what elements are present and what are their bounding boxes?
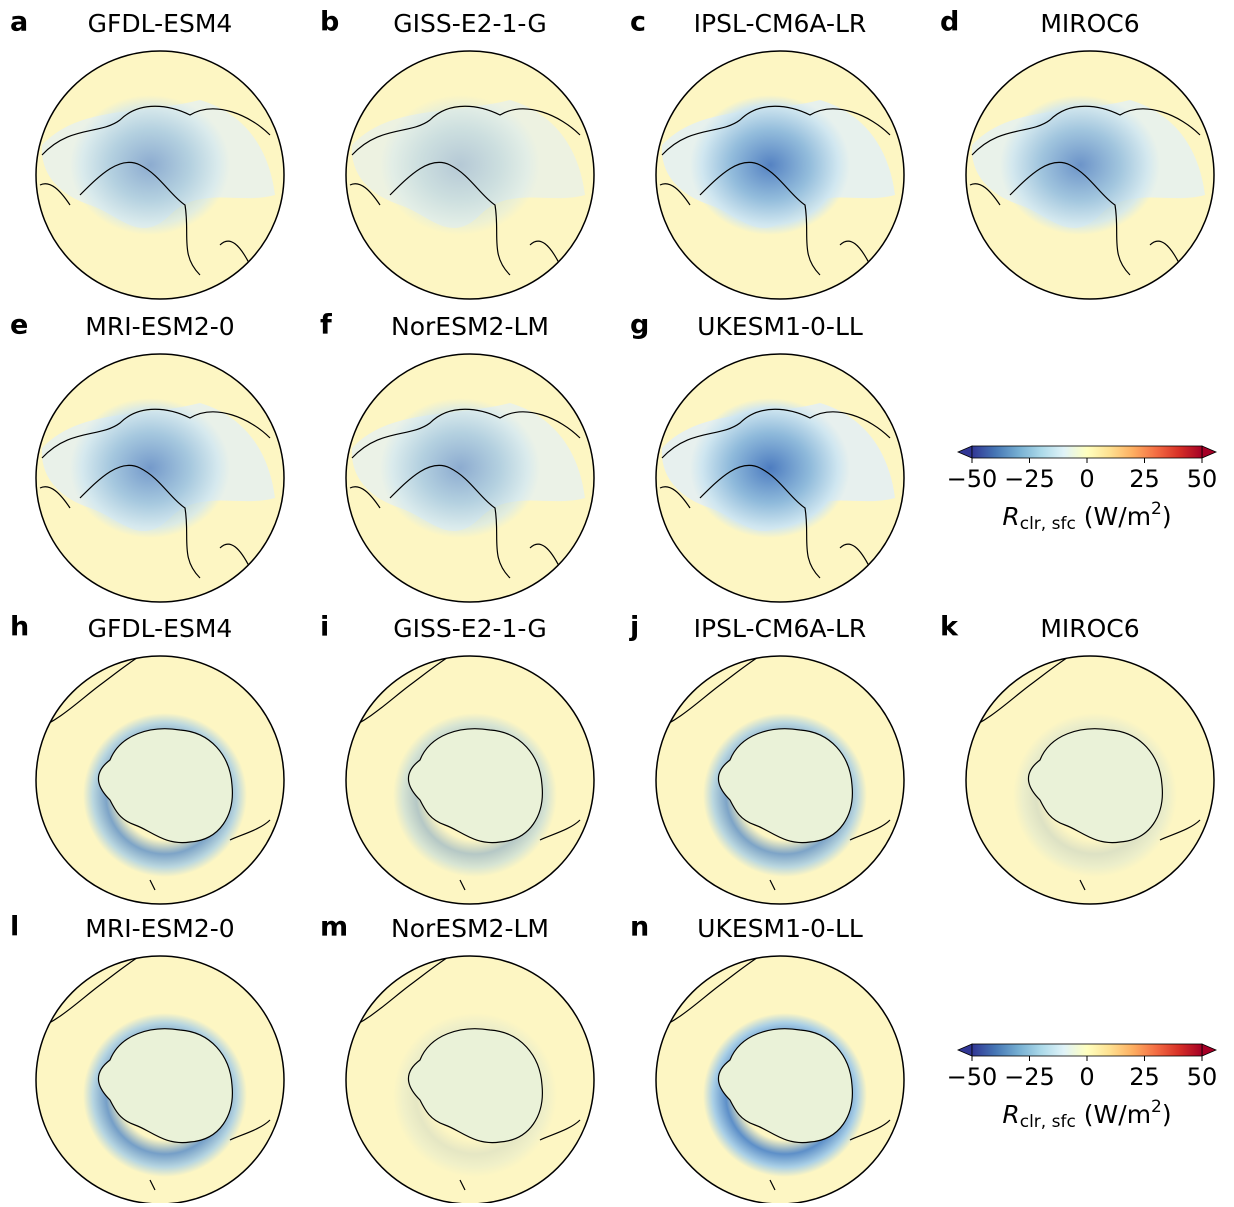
panel-letter: d — [940, 7, 959, 38]
map — [656, 51, 904, 299]
label-unit: (W/m — [1084, 502, 1151, 531]
panel-letter: h — [10, 612, 29, 643]
colorbar-extend-high — [1202, 1044, 1216, 1056]
map — [965, 656, 1214, 904]
map-content — [346, 354, 594, 602]
colorbar-tick-label: −25 — [1004, 1063, 1055, 1091]
map-content — [36, 51, 284, 299]
arctic-anomaly — [70, 95, 230, 235]
label-subscript: clr, sfc — [1020, 514, 1076, 534]
panel-title: UKESM1-0-LL — [697, 312, 863, 341]
panel-letter: l — [10, 912, 19, 943]
arctic-anomaly — [690, 398, 850, 538]
panel-title: GISS-E2-1-G — [393, 614, 546, 643]
map — [346, 354, 594, 602]
label-superscript: 2 — [1151, 499, 1162, 519]
label-close: ) — [1162, 1100, 1172, 1129]
map — [655, 656, 904, 904]
arctic-anomaly — [1000, 95, 1160, 235]
colorbar-tick-label: −25 — [1004, 465, 1055, 493]
panel-title: MIROC6 — [1040, 614, 1139, 643]
map — [35, 656, 284, 904]
panel-title: GISS-E2-1-G — [393, 9, 546, 38]
colorbar-tick-label: −50 — [947, 465, 998, 493]
figure: a GFDL-ESM4 b GISS-E2-1-G c IPSL-CM6A-LR d MIRO… — [0, 0, 1234, 1203]
colorbar-tick-label: 25 — [1129, 1063, 1160, 1091]
panel-title: MIROC6 — [1040, 9, 1139, 38]
panel-title: IPSL-CM6A-LR — [694, 614, 867, 643]
panel-title: NorESM2-LM — [391, 914, 549, 943]
arctic-anomaly — [70, 398, 230, 538]
label-symbol: R — [1002, 502, 1019, 531]
panel-title: UKESM1-0-LL — [697, 914, 863, 943]
map-content — [656, 51, 904, 299]
panel-letter: j — [629, 612, 639, 643]
colorbar-tick-label: 0 — [1079, 465, 1094, 493]
colorbar-tick-label: −50 — [947, 1063, 998, 1091]
label-close: ) — [1162, 502, 1172, 531]
map — [345, 656, 594, 904]
map — [346, 51, 594, 299]
arctic-anomaly — [690, 95, 850, 235]
label-unit: (W/m — [1084, 1100, 1151, 1129]
map-content — [966, 51, 1214, 299]
panel-title: MRI-ESM2-0 — [85, 914, 234, 943]
panel-letter: f — [320, 310, 332, 341]
colorbar-tick-label: 25 — [1129, 465, 1160, 493]
map-content — [36, 354, 284, 602]
panel-letter: k — [940, 612, 959, 643]
map — [345, 956, 594, 1203]
map — [966, 51, 1214, 299]
colorbar-tick-label: 0 — [1079, 1063, 1094, 1091]
arctic-anomaly — [380, 398, 540, 538]
panel-letter: n — [630, 912, 649, 943]
label-subscript: clr, sfc — [1020, 1112, 1076, 1132]
panel-letter: g — [630, 310, 649, 341]
colorbar-extend-high — [1202, 446, 1216, 458]
panel-title: MRI-ESM2-0 — [85, 312, 234, 341]
map — [655, 956, 904, 1203]
colorbar-label: Rclr, sfc (W/m2) — [1002, 499, 1171, 534]
label-symbol: R — [1002, 1100, 1019, 1129]
map — [36, 51, 284, 299]
panel-title: GFDL-ESM4 — [88, 9, 233, 38]
panel-letter: m — [320, 912, 348, 943]
colorbar-extend-low — [958, 1044, 972, 1056]
map — [35, 956, 284, 1203]
colorbar — [972, 446, 1202, 458]
panel-title: NorESM2-LM — [391, 312, 549, 341]
panel-letter: a — [10, 7, 28, 38]
colorbar-extend-low — [958, 446, 972, 458]
map-content — [656, 354, 904, 602]
map-content — [346, 51, 594, 299]
panel-letter: i — [320, 612, 329, 643]
panel-letter: b — [320, 7, 339, 38]
panel-letter: e — [10, 310, 28, 341]
arctic-anomaly — [380, 95, 540, 235]
panel-title: IPSL-CM6A-LR — [694, 9, 867, 38]
label-superscript: 2 — [1151, 1097, 1162, 1117]
colorbar-label: Rclr, sfc (W/m2) — [1002, 1097, 1171, 1132]
colorbar — [972, 1044, 1202, 1056]
map — [656, 354, 904, 602]
panel-letter: c — [630, 7, 646, 38]
colorbar-tick-label: 50 — [1187, 465, 1218, 493]
panel-title: GFDL-ESM4 — [88, 614, 233, 643]
colorbar-tick-label: 50 — [1187, 1063, 1218, 1091]
map — [36, 354, 284, 602]
